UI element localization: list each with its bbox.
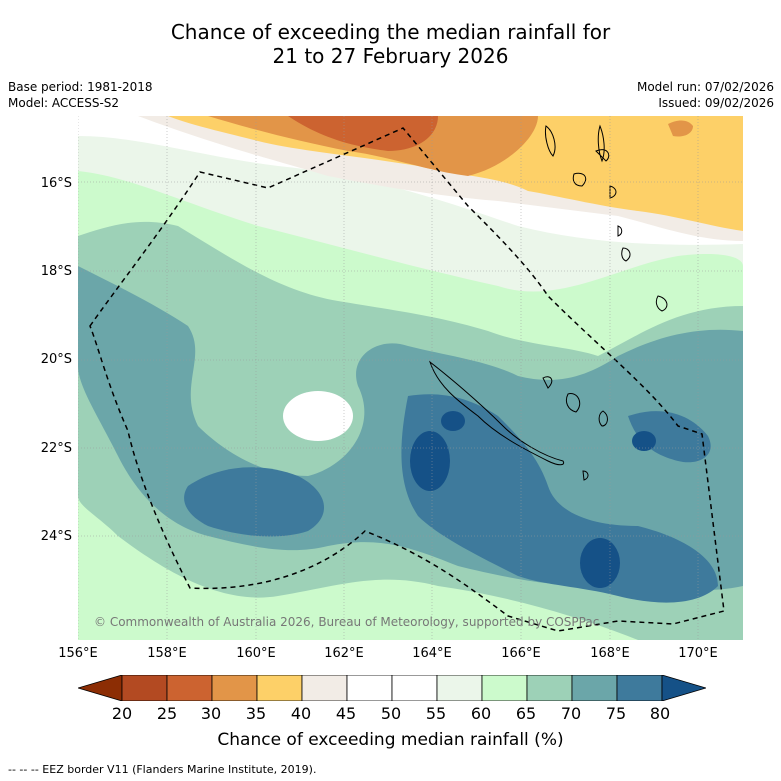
colorbar-tick-60: 60 [470,704,492,723]
colorbar-tick-65: 65 [515,704,537,723]
map-title-line-1: Chance of exceeding the median rainfall … [170,20,611,44]
colorbar-cell-60 [481,675,528,701]
colorbar-cell-65 [526,675,573,701]
colorbar-cell-40 [301,675,348,701]
colorbar-cell-20 [121,675,168,701]
lat-label-18s: 18°S [40,264,72,279]
base-period-label: Base period: 1981-2018 [8,80,153,94]
eez-border-footnote: -- -- -- EEZ border V11 (Flanders Marine… [8,763,317,776]
colorbar-high-arrow [661,675,706,701]
lat-label-24s: 24°S [40,529,72,544]
colorbar-tick-70: 70 [560,704,582,723]
contour-80-plus [401,394,718,603]
lat-label-22s: 22°S [40,441,72,456]
contour-core-4 [441,411,465,431]
lon-label-160e: 160°E [236,646,276,661]
model-label: Model: ACCESS-S2 [8,96,120,110]
southern-islets [582,295,668,481]
eez-border [89,127,725,632]
colorbar-tick-30: 30 [200,704,222,723]
contour-white-patch [283,391,353,441]
lon-label-156e: 156°E [58,646,98,661]
colorbar-cell-50 [391,675,438,701]
contour-35-40 [168,116,743,231]
colorbar-tick-45: 45 [335,704,357,723]
colorbar-tick-75: 75 [605,704,627,723]
colorbar-cell-55 [436,675,483,701]
contour-35-40-northeast [668,120,693,137]
map-title-line-2: 21 to 27 February 2026 [272,44,509,68]
contour-25-30 [288,116,438,151]
contour-core-3 [632,431,656,451]
colorbar-tick-80: 80 [649,704,671,723]
lon-label-158e: 158°E [147,646,187,661]
colorbar-cell-30 [211,675,258,701]
contour-core-2 [580,538,620,588]
rainfall-probability-map: © Commonwealth of Australia 2026, Bureau… [78,116,743,640]
lat-label-20s: 20°S [40,352,72,367]
lat-label-16s: 16°S [40,176,72,191]
colorbar-tick-55: 55 [425,704,447,723]
colorbar-tick-20: 20 [111,704,133,723]
colorbar-tick-25: 25 [156,704,178,723]
colorbar [78,675,706,701]
issued-label: Issued: 09/02/2026 [658,96,774,110]
colorbar-cell-45 [346,675,393,701]
model-run-label: Model run: 07/02/2026 [636,80,774,94]
colorbar-title: Chance of exceeding median rainfall (%) [217,730,564,750]
colorbar-cell-70 [571,675,618,701]
lon-label-166e: 166°E [501,646,541,661]
colorbar-cell-75 [616,675,663,701]
lon-label-168e: 168°E [590,646,630,661]
lon-label-162e: 162°E [324,646,364,661]
contour-80-plus-west [184,467,325,537]
graticule [78,116,743,640]
new-caledonia-island [429,360,565,466]
colorbar-tick-35: 35 [245,704,267,723]
contour-80-plus-east [628,411,711,463]
vanuatu-islands [545,124,631,262]
colorbar-cell-25 [166,675,213,701]
colorbar-low-arrow [78,675,123,701]
copyright-notice: © Commonwealth of Australia 2026, Bureau… [94,615,599,629]
colorbar-tick-40: 40 [290,704,312,723]
lon-label-170e: 170°E [678,646,718,661]
colorbar-cell-35 [256,675,303,701]
contour-core-1 [410,431,450,491]
lon-label-164e: 164°E [412,646,452,661]
colorbar-tick-50: 50 [380,704,402,723]
loyalty-islands [542,376,608,427]
